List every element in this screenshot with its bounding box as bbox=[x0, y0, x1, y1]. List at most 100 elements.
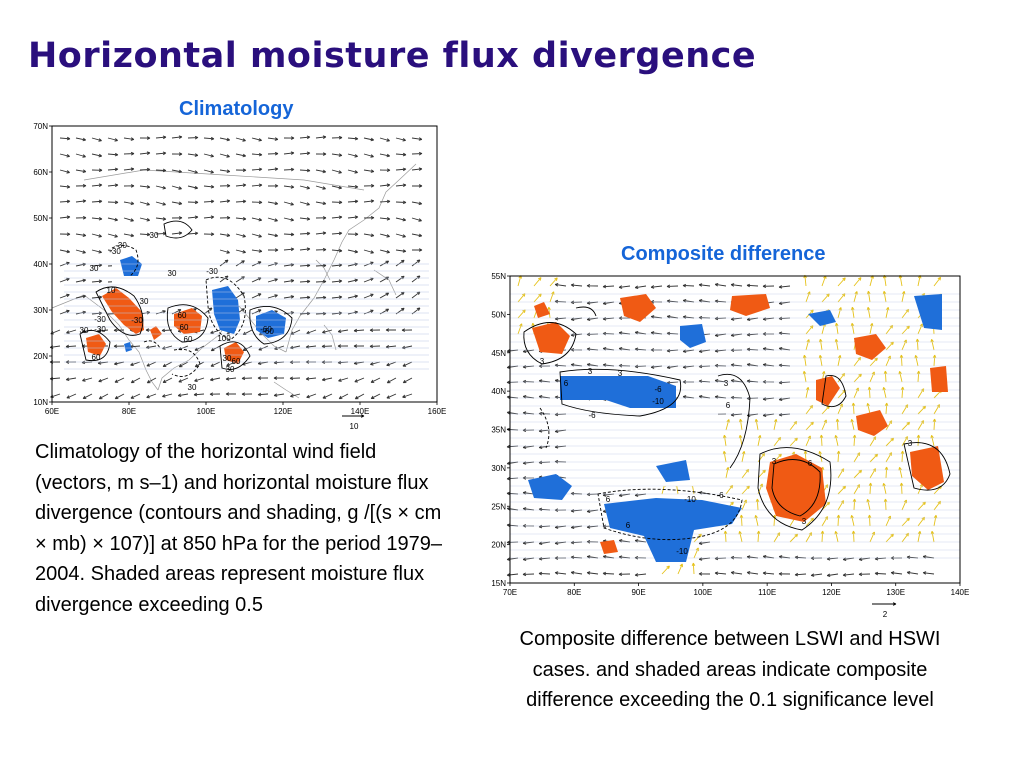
wind-vector bbox=[869, 371, 875, 383]
wind-vector bbox=[379, 260, 390, 267]
contour-line bbox=[163, 220, 193, 239]
wind-vector bbox=[321, 344, 333, 349]
wind-vector bbox=[411, 248, 423, 252]
wind-vector bbox=[59, 277, 70, 283]
wind-vector bbox=[884, 402, 889, 415]
contour-line bbox=[903, 442, 951, 491]
wind-vector bbox=[363, 233, 375, 237]
wind-vector bbox=[395, 233, 406, 238]
contour-label: 60 bbox=[92, 353, 101, 362]
wind-vector bbox=[851, 402, 856, 415]
lat-tick-label: 10N bbox=[33, 398, 48, 407]
wind-vector bbox=[193, 392, 205, 397]
wind-vector bbox=[363, 309, 374, 315]
wind-vector bbox=[411, 137, 423, 141]
wind-vector bbox=[139, 185, 151, 189]
wind-vector bbox=[802, 370, 807, 383]
negative-shading bbox=[560, 376, 676, 408]
lat-tick-label: 50N bbox=[33, 214, 48, 223]
wind-vector bbox=[883, 370, 888, 383]
wind-vector bbox=[618, 285, 631, 289]
wind-vector bbox=[203, 169, 214, 174]
contour-label: 30 bbox=[168, 269, 177, 278]
contour-label: -10 bbox=[676, 547, 688, 556]
wind-vector bbox=[691, 562, 696, 575]
wind-vector bbox=[331, 295, 343, 299]
negative-shading bbox=[808, 310, 836, 326]
negative-shading bbox=[680, 324, 706, 348]
wind-vector bbox=[900, 386, 905, 399]
wind-vector bbox=[171, 152, 183, 156]
wind-vector bbox=[65, 377, 77, 382]
positive-shading bbox=[532, 322, 570, 354]
wind-vector bbox=[187, 135, 199, 140]
climatology-map: 30 -30 -30 30 -30 30 10 -30 30 30 60 -30 -30 60 60 100-… bbox=[24, 120, 454, 430]
wind-vector bbox=[386, 377, 397, 384]
wind-vector bbox=[386, 361, 397, 367]
composite-difference-title: Composite difference bbox=[621, 243, 826, 265]
wind-vector bbox=[789, 533, 799, 543]
reference-vector-label: 2 bbox=[883, 610, 888, 618]
negative-shading bbox=[124, 342, 132, 352]
wind-vector bbox=[155, 151, 167, 156]
wind-vector bbox=[666, 284, 679, 289]
wind-vector bbox=[267, 278, 278, 283]
wind-vector bbox=[338, 393, 349, 400]
wind-vector bbox=[267, 151, 279, 156]
contour-label: 6 bbox=[606, 495, 611, 504]
wind-vector bbox=[885, 437, 895, 447]
wind-vector bbox=[219, 183, 231, 188]
wind-vector bbox=[187, 200, 199, 205]
wind-vector bbox=[538, 571, 551, 576]
negative-shading bbox=[256, 310, 286, 338]
contour-label: 3 bbox=[908, 439, 913, 448]
wind-vector bbox=[203, 215, 215, 219]
wind-vector bbox=[738, 434, 743, 447]
wind-vector bbox=[251, 249, 263, 253]
wind-vector bbox=[225, 377, 237, 381]
lon-tick-label: 160E bbox=[428, 407, 447, 416]
negative-shading bbox=[914, 294, 942, 330]
composite-difference-caption: Composite difference between LSWI and HS… bbox=[519, 628, 941, 711]
wind-vector bbox=[899, 354, 904, 367]
wind-vector bbox=[850, 306, 855, 319]
wind-vector bbox=[283, 136, 295, 140]
wind-vector bbox=[315, 263, 327, 268]
positive-shading bbox=[174, 308, 202, 334]
wind-vector bbox=[549, 277, 558, 287]
wind-vector bbox=[251, 217, 263, 222]
lon-tick-label: 80E bbox=[122, 407, 136, 416]
wind-vector bbox=[922, 571, 935, 575]
positive-shading bbox=[102, 288, 144, 334]
contour-label: 60 bbox=[184, 335, 193, 344]
wind-vector bbox=[210, 345, 221, 352]
wind-vector bbox=[866, 306, 871, 319]
contour-label: 30 bbox=[188, 383, 197, 392]
wind-vector bbox=[395, 200, 407, 205]
wind-vector bbox=[59, 309, 70, 315]
lat-tick-label: 50N bbox=[491, 310, 506, 319]
contour-label: 100 bbox=[217, 334, 231, 343]
wind-vector bbox=[283, 279, 295, 283]
wind-vector bbox=[75, 137, 87, 142]
contour-label: 30 bbox=[80, 326, 89, 335]
negative-shading bbox=[656, 460, 690, 482]
wind-vector bbox=[901, 499, 908, 511]
wind-vector bbox=[107, 217, 119, 222]
wind-vector bbox=[395, 183, 407, 188]
wind-vector bbox=[251, 309, 262, 315]
wind-vector bbox=[171, 201, 183, 206]
wind-vector bbox=[299, 185, 310, 190]
lon-tick-label: 100E bbox=[694, 588, 713, 597]
wind-vector bbox=[177, 393, 189, 397]
wind-vector bbox=[235, 137, 246, 142]
wind-vector bbox=[91, 249, 102, 254]
wind-vector bbox=[353, 328, 365, 333]
wind-vector bbox=[347, 169, 358, 174]
wind-vector bbox=[203, 153, 214, 158]
wind-vector bbox=[123, 137, 135, 141]
wind-vector bbox=[267, 233, 279, 238]
contour-label: 30 bbox=[223, 354, 232, 363]
wind-vector bbox=[379, 249, 390, 254]
wind-vector bbox=[66, 329, 77, 334]
